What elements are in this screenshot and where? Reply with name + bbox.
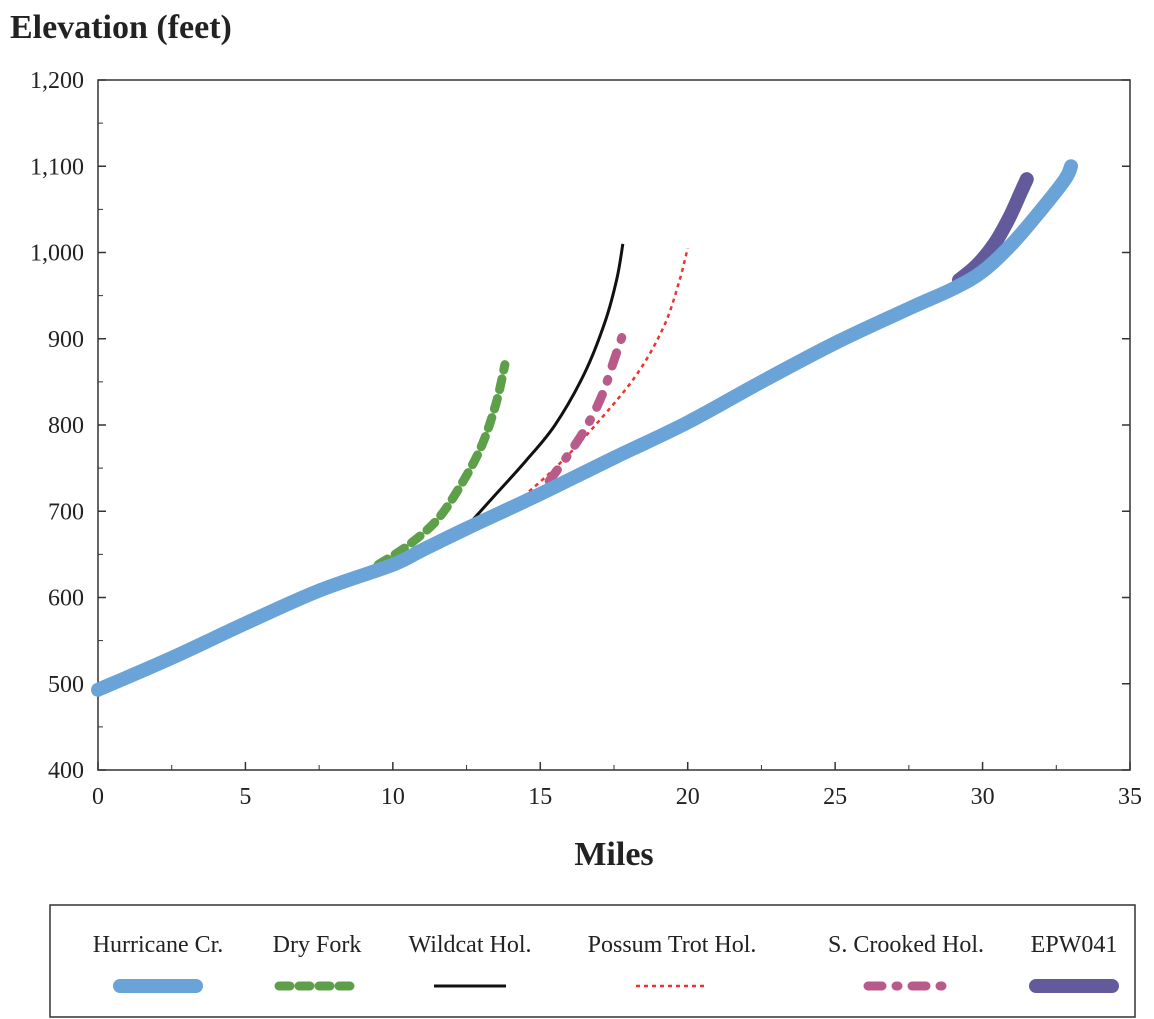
series-line-s-crooked-hol [544, 329, 628, 486]
legend-label: Dry Fork [273, 932, 362, 958]
series-line-hurricane-cr [91, 159, 1079, 697]
series-line-wildcat-hol [465, 243, 625, 528]
x-tick-label: 0 [92, 784, 104, 810]
y-tick-label: 600 [48, 586, 84, 612]
y-axis: 400 500 600 700 800 900 1,000 1,100 1,200 [30, 68, 1130, 784]
x-tick-label: 5 [239, 784, 251, 810]
x-tick-label: 20 [676, 784, 700, 810]
x-tick-label: 35 [1118, 784, 1142, 810]
legend-label: S. Crooked Hol. [828, 932, 984, 958]
series-line-dry-fork [373, 360, 510, 570]
y-tick-label: 500 [48, 672, 84, 698]
x-tick-label: 25 [823, 784, 847, 810]
y-tick-label: 1,100 [30, 154, 84, 180]
x-tick-label: 30 [971, 784, 995, 810]
x-tick-label: 10 [381, 784, 405, 810]
legend-label: Possum Trot Hol. [588, 932, 757, 958]
x-axis-title: Miles [574, 836, 653, 873]
legend-label: EPW041 [1031, 932, 1118, 958]
series-line-epw041 [951, 172, 1034, 288]
x-tick-label: 15 [528, 784, 552, 810]
y-tick-label: 900 [48, 327, 84, 353]
y-axis-title: Elevation (feet) [10, 9, 232, 46]
y-tick-label: 800 [48, 413, 84, 439]
y-tick-label: 1,000 [30, 241, 84, 267]
legend-label: Hurricane Cr. [93, 932, 224, 958]
x-axis: 0 5 10 15 20 25 30 35 [92, 762, 1142, 810]
plot-frame [97, 79, 1131, 771]
series-layer [91, 159, 1079, 697]
legend-box [49, 904, 1136, 1018]
legend-label: Wildcat Hol. [409, 932, 532, 958]
y-tick-label: 700 [48, 499, 84, 525]
y-tick-label: 1,200 [30, 68, 84, 94]
y-tick-label: 400 [48, 758, 84, 784]
legend: Hurricane Cr. Dry Fork Wildcat Hol. Possum … [93, 932, 1119, 993]
